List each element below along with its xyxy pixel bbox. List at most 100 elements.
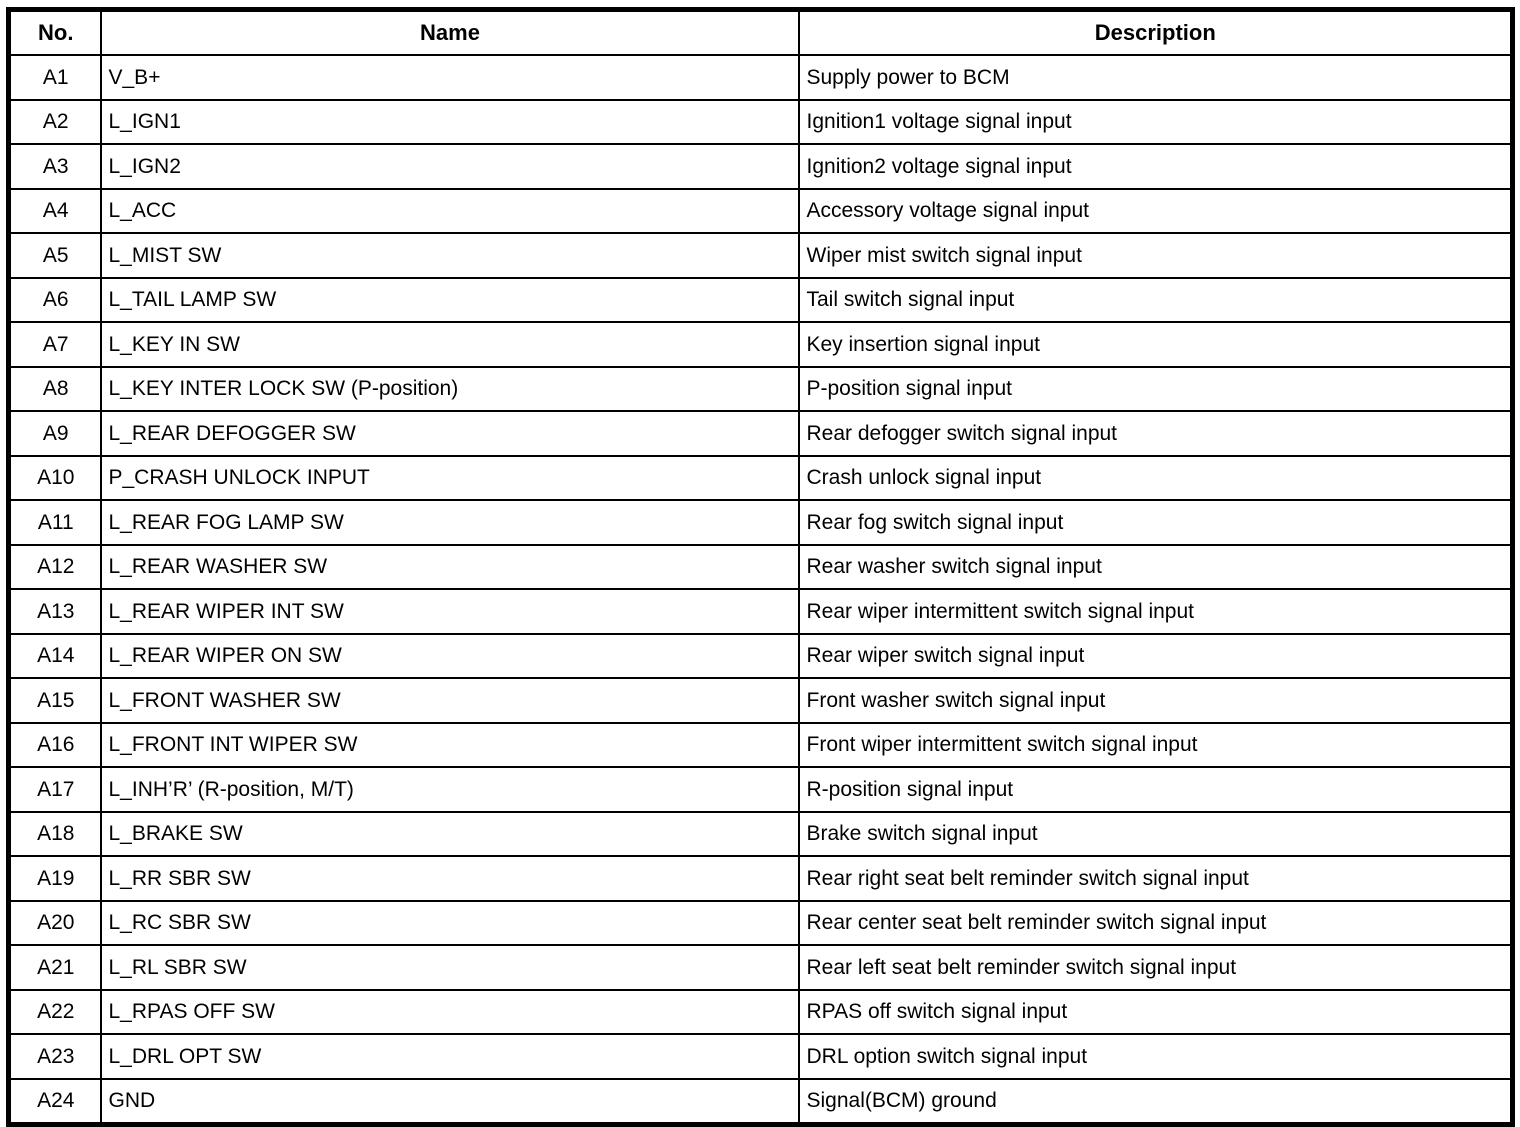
cell-pin-name: L_FRONT INT WIPER SW bbox=[99, 721, 800, 768]
cell-description: Rear washer switch signal input bbox=[797, 543, 1514, 590]
cell-pin-name: V_B+ bbox=[99, 54, 800, 101]
cell-pin-no: A24 bbox=[7, 1077, 102, 1126]
table-row: A8 L_KEY INTER LOCK SW (P-position) P-po… bbox=[7, 365, 1514, 412]
table-row: A10 P_CRASH UNLOCK INPUT Crash unlock si… bbox=[7, 454, 1514, 501]
table-row: A16 L_FRONT INT WIPER SW Front wiper int… bbox=[7, 721, 1514, 768]
cell-pin-name: L_FRONT WASHER SW bbox=[99, 677, 800, 724]
table-row: A24 GND Signal(BCM) ground bbox=[7, 1077, 1514, 1126]
cell-pin-name: L_REAR WIPER ON SW bbox=[99, 632, 800, 679]
cell-pin-no: A6 bbox=[7, 276, 102, 323]
cell-pin-name: L_BRAKE SW bbox=[99, 810, 800, 857]
cell-pin-no: A15 bbox=[7, 677, 102, 724]
cell-description: Front washer switch signal input bbox=[797, 677, 1514, 724]
cell-description: Wiper mist switch signal input bbox=[797, 232, 1514, 279]
cell-description: Accessory voltage signal input bbox=[797, 187, 1514, 234]
table-row: A13 L_REAR WIPER INT SW Rear wiper inter… bbox=[7, 588, 1514, 635]
cell-description: Rear fog switch signal input bbox=[797, 499, 1514, 546]
cell-pin-no: A7 bbox=[7, 321, 102, 368]
cell-pin-no: A14 bbox=[7, 632, 102, 679]
column-header-name: Name bbox=[99, 8, 800, 56]
cell-description: Key insertion signal input bbox=[797, 321, 1514, 368]
table-row: A17 L_INH’R’ (R-position, M/T) R-positio… bbox=[7, 766, 1514, 813]
cell-pin-name: L_RL SBR SW bbox=[99, 944, 800, 991]
cell-description: Signal(BCM) ground bbox=[797, 1077, 1514, 1126]
cell-description: Supply power to BCM bbox=[797, 54, 1514, 101]
column-header-no: No. bbox=[7, 8, 102, 56]
cell-pin-no: A10 bbox=[7, 454, 102, 501]
cell-description: Rear defogger switch signal input bbox=[797, 410, 1514, 457]
table-row: A7 L_KEY IN SW Key insertion signal inpu… bbox=[7, 321, 1514, 368]
table-row: A18 L_BRAKE SW Brake switch signal input bbox=[7, 810, 1514, 857]
cell-description: Tail switch signal input bbox=[797, 276, 1514, 323]
cell-pin-no: A12 bbox=[7, 543, 102, 590]
table-row: A5 L_MIST SW Wiper mist switch signal in… bbox=[7, 232, 1514, 279]
cell-pin-no: A2 bbox=[7, 98, 102, 145]
connector-pin-table: No. Name Description A1 V_B+ Supply powe… bbox=[6, 7, 1515, 1127]
cell-description: Rear wiper intermittent switch signal in… bbox=[797, 588, 1514, 635]
cell-pin-name: L_KEY INTER LOCK SW (P-position) bbox=[99, 365, 800, 412]
table-header: No. Name Description bbox=[7, 8, 1514, 56]
document-page: No. Name Description A1 V_B+ Supply powe… bbox=[6, 7, 1515, 1127]
cell-pin-no: A4 bbox=[7, 187, 102, 234]
table-row: A19 L_RR SBR SW Rear right seat belt rem… bbox=[7, 855, 1514, 902]
table-row: A1 V_B+ Supply power to BCM bbox=[7, 54, 1514, 101]
cell-pin-name: L_KEY IN SW bbox=[99, 321, 800, 368]
cell-pin-name: L_RR SBR SW bbox=[99, 855, 800, 902]
cell-pin-no: A22 bbox=[7, 988, 102, 1035]
cell-pin-name: L_REAR WASHER SW bbox=[99, 543, 800, 590]
cell-pin-no: A16 bbox=[7, 721, 102, 768]
cell-pin-name: L_RC SBR SW bbox=[99, 899, 800, 946]
table-row: A3 L_IGN2 Ignition2 voltage signal input bbox=[7, 143, 1514, 190]
cell-pin-name: L_REAR WIPER INT SW bbox=[99, 588, 800, 635]
cell-pin-name: L_INH’R’ (R-position, M/T) bbox=[99, 766, 800, 813]
table-row: A4 L_ACC Accessory voltage signal input bbox=[7, 187, 1514, 234]
table-row: A15 L_FRONT WASHER SW Front washer switc… bbox=[7, 677, 1514, 724]
cell-pin-name: L_TAIL LAMP SW bbox=[99, 276, 800, 323]
table-row: A11 L_REAR FOG LAMP SW Rear fog switch s… bbox=[7, 499, 1514, 546]
cell-description: Rear center seat belt reminder switch si… bbox=[797, 899, 1514, 946]
table-row: A21 L_RL SBR SW Rear left seat belt remi… bbox=[7, 944, 1514, 991]
cell-description: Ignition1 voltage signal input bbox=[797, 98, 1514, 145]
column-header-description: Description bbox=[797, 8, 1514, 56]
cell-pin-no: A17 bbox=[7, 766, 102, 813]
cell-description: RPAS off switch signal input bbox=[797, 988, 1514, 1035]
cell-pin-name: L_ACC bbox=[99, 187, 800, 234]
cell-pin-name: L_IGN1 bbox=[99, 98, 800, 145]
table-row: A9 L_REAR DEFOGGER SW Rear defogger swit… bbox=[7, 410, 1514, 457]
cell-description: Rear wiper switch signal input bbox=[797, 632, 1514, 679]
header-row: No. Name Description bbox=[7, 8, 1514, 56]
table-row: A22 L_RPAS OFF SW RPAS off switch signal… bbox=[7, 988, 1514, 1035]
cell-pin-name: P_CRASH UNLOCK INPUT bbox=[99, 454, 800, 501]
cell-pin-no: A9 bbox=[7, 410, 102, 457]
cell-description: Ignition2 voltage signal input bbox=[797, 143, 1514, 190]
table-row: A6 L_TAIL LAMP SW Tail switch signal inp… bbox=[7, 276, 1514, 323]
table-row: A12 L_REAR WASHER SW Rear washer switch … bbox=[7, 543, 1514, 590]
cell-pin-name: GND bbox=[99, 1077, 800, 1126]
cell-pin-no: A11 bbox=[7, 499, 102, 546]
cell-description: P-position signal input bbox=[797, 365, 1514, 412]
cell-description: Rear right seat belt reminder switch sig… bbox=[797, 855, 1514, 902]
cell-description: Brake switch signal input bbox=[797, 810, 1514, 857]
cell-pin-name: L_RPAS OFF SW bbox=[99, 988, 800, 1035]
cell-pin-name: L_MIST SW bbox=[99, 232, 800, 279]
table-row: A2 L_IGN1 Ignition1 voltage signal input bbox=[7, 98, 1514, 145]
cell-description: Front wiper intermittent switch signal i… bbox=[797, 721, 1514, 768]
cell-pin-name: L_IGN2 bbox=[99, 143, 800, 190]
cell-pin-no: A20 bbox=[7, 899, 102, 946]
table-row: A14 L_REAR WIPER ON SW Rear wiper switch… bbox=[7, 632, 1514, 679]
cell-pin-no: A8 bbox=[7, 365, 102, 412]
cell-description: R-position signal input bbox=[797, 766, 1514, 813]
cell-pin-name: L_REAR DEFOGGER SW bbox=[99, 410, 800, 457]
cell-pin-no: A5 bbox=[7, 232, 102, 279]
cell-pin-no: A1 bbox=[7, 54, 102, 101]
cell-pin-no: A13 bbox=[7, 588, 102, 635]
cell-pin-name: L_REAR FOG LAMP SW bbox=[99, 499, 800, 546]
cell-description: Crash unlock signal input bbox=[797, 454, 1514, 501]
cell-description: Rear left seat belt reminder switch sign… bbox=[797, 944, 1514, 991]
cell-pin-no: A3 bbox=[7, 143, 102, 190]
table-body: A1 V_B+ Supply power to BCM A2 L_IGN1 Ig… bbox=[7, 54, 1514, 1126]
table-row: A20 L_RC SBR SW Rear center seat belt re… bbox=[7, 899, 1514, 946]
cell-pin-no: A18 bbox=[7, 810, 102, 857]
cell-pin-no: A21 bbox=[7, 944, 102, 991]
cell-pin-no: A19 bbox=[7, 855, 102, 902]
